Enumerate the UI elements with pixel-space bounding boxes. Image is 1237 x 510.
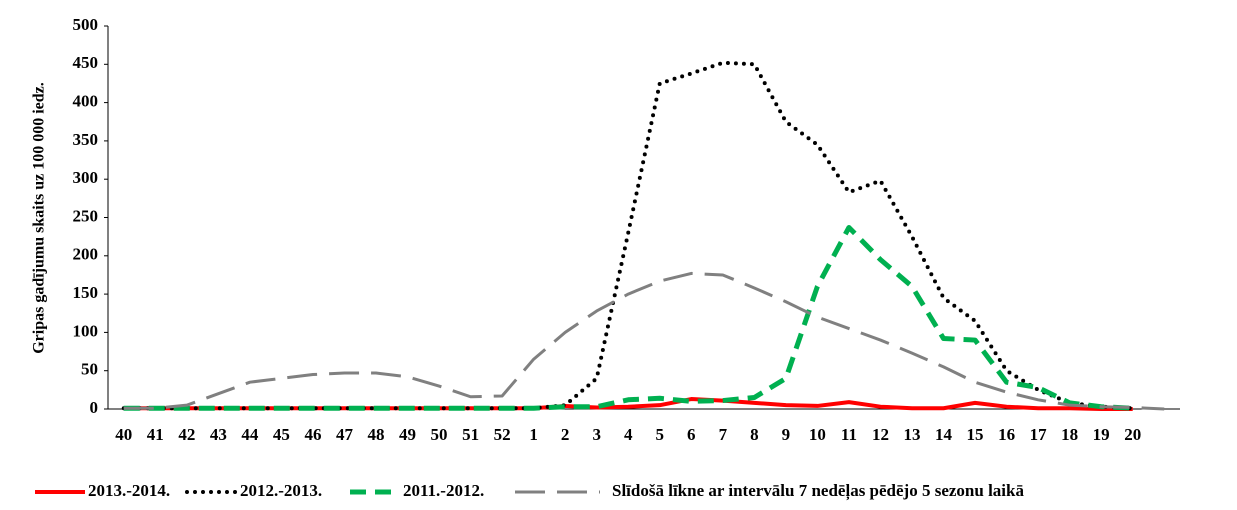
x-tick-label: 15 (967, 425, 984, 444)
x-tick-label: 13 (904, 425, 921, 444)
y-tick-label: 250 (73, 206, 99, 225)
x-tick-label: 50 (431, 425, 448, 444)
y-tick-label: 100 (73, 321, 99, 340)
series-line (123, 224, 1133, 411)
y-tick-label: 300 (73, 168, 99, 187)
y-tick-label: 200 (73, 245, 99, 264)
x-tick-label: 9 (782, 425, 791, 444)
x-tick-label: 40 (115, 425, 132, 444)
x-tick-label: 19 (1093, 425, 1110, 444)
legend-label: 2011.-2012. (403, 481, 484, 500)
y-tick-label: 150 (73, 283, 99, 302)
x-tick-label: 20 (1124, 425, 1141, 444)
x-tick-label: 48 (368, 425, 385, 444)
legend-label: Slīdošā līkne ar intervālu 7 nedēļas pēd… (612, 481, 1024, 501)
x-tick-label: 1 (529, 425, 538, 444)
x-tick-label: 8 (750, 425, 759, 444)
x-tick-label: 47 (336, 425, 354, 444)
x-tick-label: 51 (462, 425, 479, 444)
x-tick-label: 52 (494, 425, 511, 444)
x-tick-label: 49 (399, 425, 416, 444)
y-tick-label: 400 (73, 92, 99, 111)
y-tick-label: 500 (73, 15, 99, 34)
x-tick-label: 46 (304, 425, 321, 444)
x-tick-label: 42 (178, 425, 195, 444)
y-tick-label: 50 (81, 360, 98, 379)
x-tick-label: 44 (241, 425, 259, 444)
x-tick-label: 17 (1030, 425, 1048, 444)
legend-label: 2012.-2013. (240, 481, 322, 500)
x-tick-label: 43 (210, 425, 227, 444)
x-tick-label: 7 (719, 425, 728, 444)
y-tick-label: 450 (73, 53, 99, 72)
x-tick-label: 2 (561, 425, 570, 444)
x-tick-label: 41 (147, 425, 164, 444)
x-tick-label: 14 (935, 425, 953, 444)
x-tick-label: 10 (809, 425, 826, 444)
x-tick-label: 6 (687, 425, 696, 444)
y-tick-label: 350 (73, 130, 99, 149)
x-tick-label: 3 (592, 425, 601, 444)
x-tick-label: 5 (656, 425, 665, 444)
x-tick-label: 12 (872, 425, 889, 444)
x-tick-label: 4 (624, 425, 633, 444)
series-line (123, 271, 1165, 411)
series-line (121, 60, 1135, 411)
x-tick-label: 18 (1061, 425, 1078, 444)
x-tick-label: 16 (998, 425, 1015, 444)
y-axis-label: Gripas gadījumu skaits uz 100 000 iedz. (31, 82, 48, 354)
x-tick-label: 11 (841, 425, 857, 444)
y-tick-label: 0 (90, 398, 99, 417)
legend-label: 2013.-2014. (88, 481, 170, 500)
x-tick-label: 45 (273, 425, 290, 444)
